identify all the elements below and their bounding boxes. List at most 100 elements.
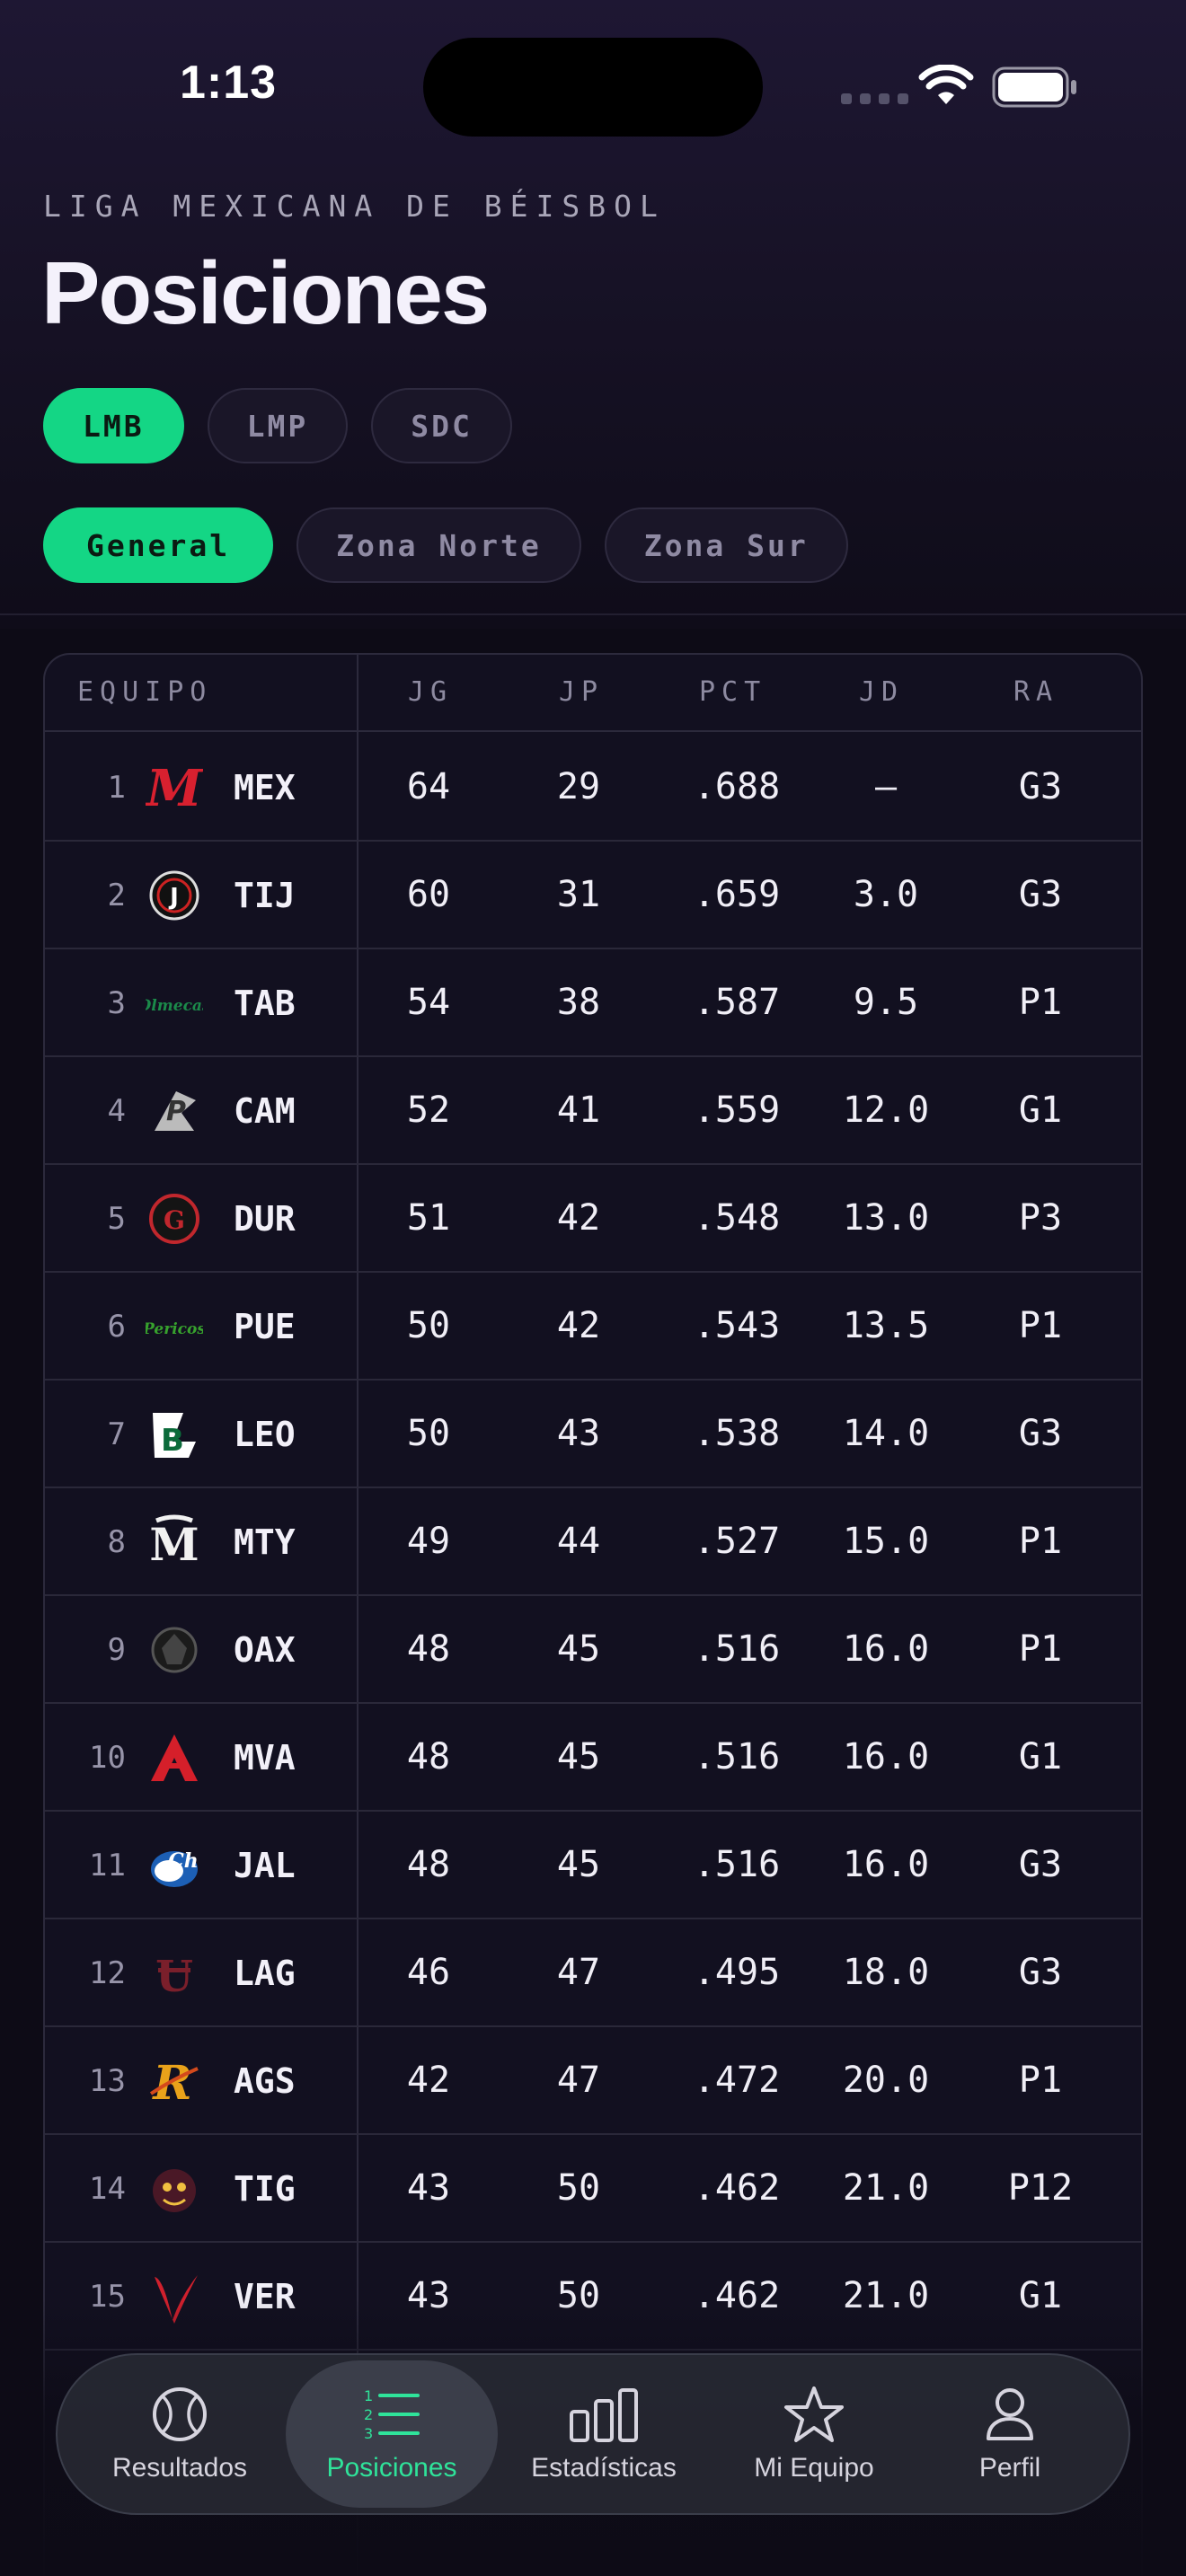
svg-text:1: 1	[364, 2387, 373, 2404]
team-rank: 12	[89, 1955, 126, 1991]
tab-label-perfil: Perfil	[978, 2453, 1041, 2483]
ranked-list-icon: 1 2 3	[364, 2387, 420, 2442]
zone-chip-sur[interactable]: Zona Sur	[604, 507, 848, 583]
zone-chip-general[interactable]: General	[43, 507, 274, 583]
cell-pct: .587	[693, 982, 781, 1023]
table-row[interactable]: 1 M MEX 64 29 .688 — G3	[45, 734, 1141, 842]
svg-text:Ch: Ch	[168, 1849, 199, 1873]
svg-text:B: B	[161, 1423, 184, 1459]
league-chip-lmp[interactable]: LMP	[207, 388, 349, 463]
table-row[interactable]: 8 M MTY 49 44 .527 15.0 P1	[45, 1488, 1141, 1596]
cell-jp: 29	[556, 766, 601, 807]
team-abbreviation: LEO	[234, 1415, 296, 1454]
table-row[interactable]: 5 G DUR 51 42 .548 13.0 P3	[45, 1165, 1141, 1273]
column-header-jp: JP	[559, 676, 605, 708]
tab-posiciones[interactable]: 1 2 3 Posiciones	[286, 2360, 498, 2508]
cell-ra: P1	[1018, 982, 1063, 1023]
cell-jd: 18.0	[842, 1952, 930, 1993]
svg-text:U: U	[155, 1952, 193, 2002]
team-rank: 2	[107, 878, 126, 913]
tab-resultados[interactable]: Resultados	[74, 2360, 286, 2508]
cell-pct: .688	[693, 766, 781, 807]
cell-jg: 43	[406, 2167, 451, 2209]
team-abbreviation: TAB	[234, 984, 296, 1023]
caliente-logo: G	[149, 1194, 199, 1244]
team-abbreviation: MTY	[234, 1522, 296, 1562]
acereros-logo	[151, 1734, 198, 1781]
table-row[interactable]: 4 P CAM 52 41 .559 12.0 G1	[45, 1057, 1141, 1165]
team-abbreviation: PUE	[234, 1307, 296, 1346]
cell-ra: G3	[1018, 1844, 1063, 1885]
cell-jp: 45	[556, 1736, 601, 1778]
team-rank: 11	[89, 1848, 126, 1883]
cell-ra: G3	[1018, 874, 1063, 915]
tab-bar: Resultados 1 2 3 Posiciones Estadísticas…	[56, 2353, 1130, 2515]
tab-estadisticas[interactable]: Estadísticas	[498, 2360, 710, 2508]
league-kicker: LIGA MEXICANA DE BÉISBOL	[43, 189, 666, 224]
team-abbreviation: MEX	[234, 768, 296, 807]
cell-pct: .472	[693, 2060, 781, 2101]
tab-perfil[interactable]: Perfil	[904, 2360, 1116, 2508]
team-abbreviation: CAM	[234, 1091, 296, 1131]
cell-jd: 13.0	[842, 1197, 930, 1239]
table-row[interactable]: 2 J TIJ 60 31 .659 3.0 G3	[45, 842, 1141, 949]
cell-jg: 50	[406, 1413, 451, 1454]
cell-jp: 50	[556, 2167, 601, 2209]
cell-jg: 60	[406, 874, 451, 915]
tab-label-resultados: Resultados	[111, 2453, 248, 2483]
table-row[interactable]: 14 TIG 43 50 .462 21.0 P12	[45, 2135, 1141, 2243]
cell-jp: 43	[556, 1413, 601, 1454]
cell-jg: 50	[406, 1305, 451, 1346]
cell-jd: 9.5	[853, 982, 919, 1023]
svg-text:G: G	[164, 1205, 185, 1235]
team-rank: 10	[89, 1740, 126, 1776]
cell-ra: P1	[1018, 2060, 1063, 2101]
cellular-signal-icon	[841, 93, 908, 104]
table-row[interactable]: 6 Pericos PUE 50 42 .543 13.5 P1	[45, 1273, 1141, 1381]
table-row[interactable]: 10 MVA 48 45 .516 16.0 G1	[45, 1704, 1141, 1812]
column-header-pct: PCT	[699, 676, 767, 708]
cell-jd: 13.5	[842, 1305, 930, 1346]
cell-ra: G1	[1018, 1090, 1063, 1131]
bar-chart-icon	[570, 2388, 638, 2442]
zone-filter: General Zona Norte Zona Sur	[43, 507, 848, 583]
team-abbreviation: DUR	[234, 1199, 296, 1239]
cell-pct: .659	[693, 874, 781, 915]
svg-text:Olmecas: Olmecas	[146, 997, 203, 1015]
cell-jg: 42	[406, 2060, 451, 2101]
cell-jp: 42	[556, 1197, 601, 1239]
wifi-icon	[918, 65, 974, 104]
league-chip-lmb[interactable]: LMB	[43, 388, 184, 463]
cell-jp: 47	[556, 2060, 601, 2101]
tab-label-posiciones: Posiciones	[326, 2453, 457, 2483]
svg-text:Pericos: Pericos	[146, 1320, 203, 1338]
table-row[interactable]: 11 Ch JAL 48 45 .516 16.0 G3	[45, 1812, 1141, 1919]
standings-table[interactable]: EQUIPO JG JP PCT JD RA 1 M MEX 64 29.688— G3 2…	[43, 653, 1143, 2576]
svg-text:2: 2	[364, 2406, 373, 2423]
algodoneros-logo: U	[155, 1952, 193, 2002]
svg-text:3: 3	[364, 2425, 373, 2442]
team-rank: 9	[107, 1632, 126, 1668]
table-row[interactable]: 7 B LEO 50 43 .538 14.0 G3	[45, 1381, 1141, 1488]
table-row[interactable]: 12 U LAG 46 47 .495 18.0 G3	[45, 1919, 1141, 2027]
table-header: EQUIPO JG JP PCT JD RA	[45, 655, 1141, 732]
zone-chip-norte[interactable]: Zona Norte	[296, 507, 581, 583]
table-row[interactable]: 3 Olmecas TAB 54 38 .587 9.5 P1	[45, 949, 1141, 1057]
league-filter: LMB LMP SDC	[43, 388, 512, 463]
cell-ra: P1	[1018, 1628, 1063, 1670]
star-icon	[784, 2386, 844, 2442]
cell-jp: 45	[556, 1844, 601, 1885]
cell-jg: 54	[406, 982, 451, 1023]
table-row[interactable]: 13 R AGS 42 47 .472 20.0 P1	[45, 2027, 1141, 2135]
team-rank: 4	[107, 1093, 126, 1129]
team-rank: 7	[107, 1416, 126, 1452]
cell-pct: .516	[693, 1736, 781, 1778]
cell-pct: .538	[693, 1413, 781, 1454]
tab-mi-equipo[interactable]: Mi Equipo	[708, 2360, 920, 2508]
column-header-jg: JG	[408, 676, 454, 708]
league-chip-sdc[interactable]: SDC	[371, 388, 512, 463]
table-row[interactable]: 9 OAX 48 45 .516 16.0 P1	[45, 1596, 1141, 1704]
cell-jp: 38	[556, 982, 601, 1023]
cell-ra: P1	[1018, 1305, 1063, 1346]
team-abbreviation: AGS	[234, 2061, 296, 2101]
